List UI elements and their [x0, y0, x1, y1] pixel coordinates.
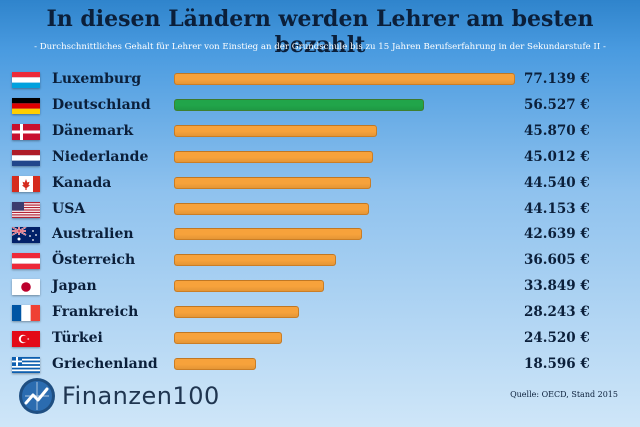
value-label: 45.012 € [524, 148, 590, 165]
finanzen100-logo-icon [19, 378, 55, 414]
category-label: Niederlande [52, 148, 149, 165]
category-label: Deutschland [52, 96, 151, 113]
chart-title: In diesen Ländern werden Lehrer am beste… [46, 6, 594, 58]
chart-subtitle: - Durchschnittliches Gehalt für Lehrer v… [34, 42, 606, 52]
bar [174, 306, 299, 319]
bar [174, 73, 515, 85]
value-label: 77.139 € [524, 71, 590, 87]
bar [174, 357, 257, 370]
bar [174, 228, 363, 241]
flag-france-icon [12, 305, 40, 322]
value-label: 36.605 € [524, 252, 590, 269]
category-label: Türkei [52, 330, 103, 346]
category-label: Japan [52, 278, 97, 295]
bar [174, 332, 283, 344]
category-label: Kanada [52, 174, 112, 191]
brand-logo: Finanzen100 [18, 376, 220, 416]
category-label: Österreich [52, 252, 136, 269]
category-label: Australien [52, 226, 134, 243]
flag-usa-icon [12, 201, 40, 218]
flag-luxembourg-icon [12, 72, 40, 88]
value-label: 42.639 € [524, 226, 590, 243]
value-label: 24.520 € [524, 330, 590, 346]
flag-netherlands-icon [12, 149, 40, 166]
category-label: USA [52, 200, 86, 217]
category-label: Frankreich [52, 304, 139, 321]
bar [174, 98, 424, 111]
flag-greece-icon [12, 356, 40, 373]
bar [174, 176, 371, 189]
value-label: 44.153 € [524, 200, 590, 217]
flag-germany-icon [12, 97, 40, 114]
flag-turkey-icon [12, 331, 40, 347]
brand-name: Finanzen100 [62, 382, 220, 410]
flag-denmark-icon [12, 123, 40, 140]
source-note: Quelle: OECD, Stand 2015 [510, 390, 618, 399]
value-label: 44.540 € [524, 174, 590, 191]
flag-australia-icon [12, 227, 40, 244]
value-label: 28.243 € [524, 304, 590, 321]
value-label: 56.527 € [524, 96, 590, 113]
flag-canada-icon [12, 175, 40, 192]
flag-japan-icon [12, 279, 40, 296]
category-label: Dänemark [52, 122, 134, 139]
bar [174, 202, 370, 215]
category-label: Griechenland [52, 355, 158, 372]
bar [174, 150, 373, 163]
value-label: 18.596 € [524, 355, 590, 372]
bar [174, 280, 324, 293]
value-label: 45.870 € [524, 122, 590, 139]
value-label: 33.849 € [524, 278, 590, 295]
bar [174, 254, 336, 267]
category-label: Luxemburg [52, 71, 142, 87]
flag-austria-icon [12, 253, 40, 270]
bar [174, 124, 377, 137]
